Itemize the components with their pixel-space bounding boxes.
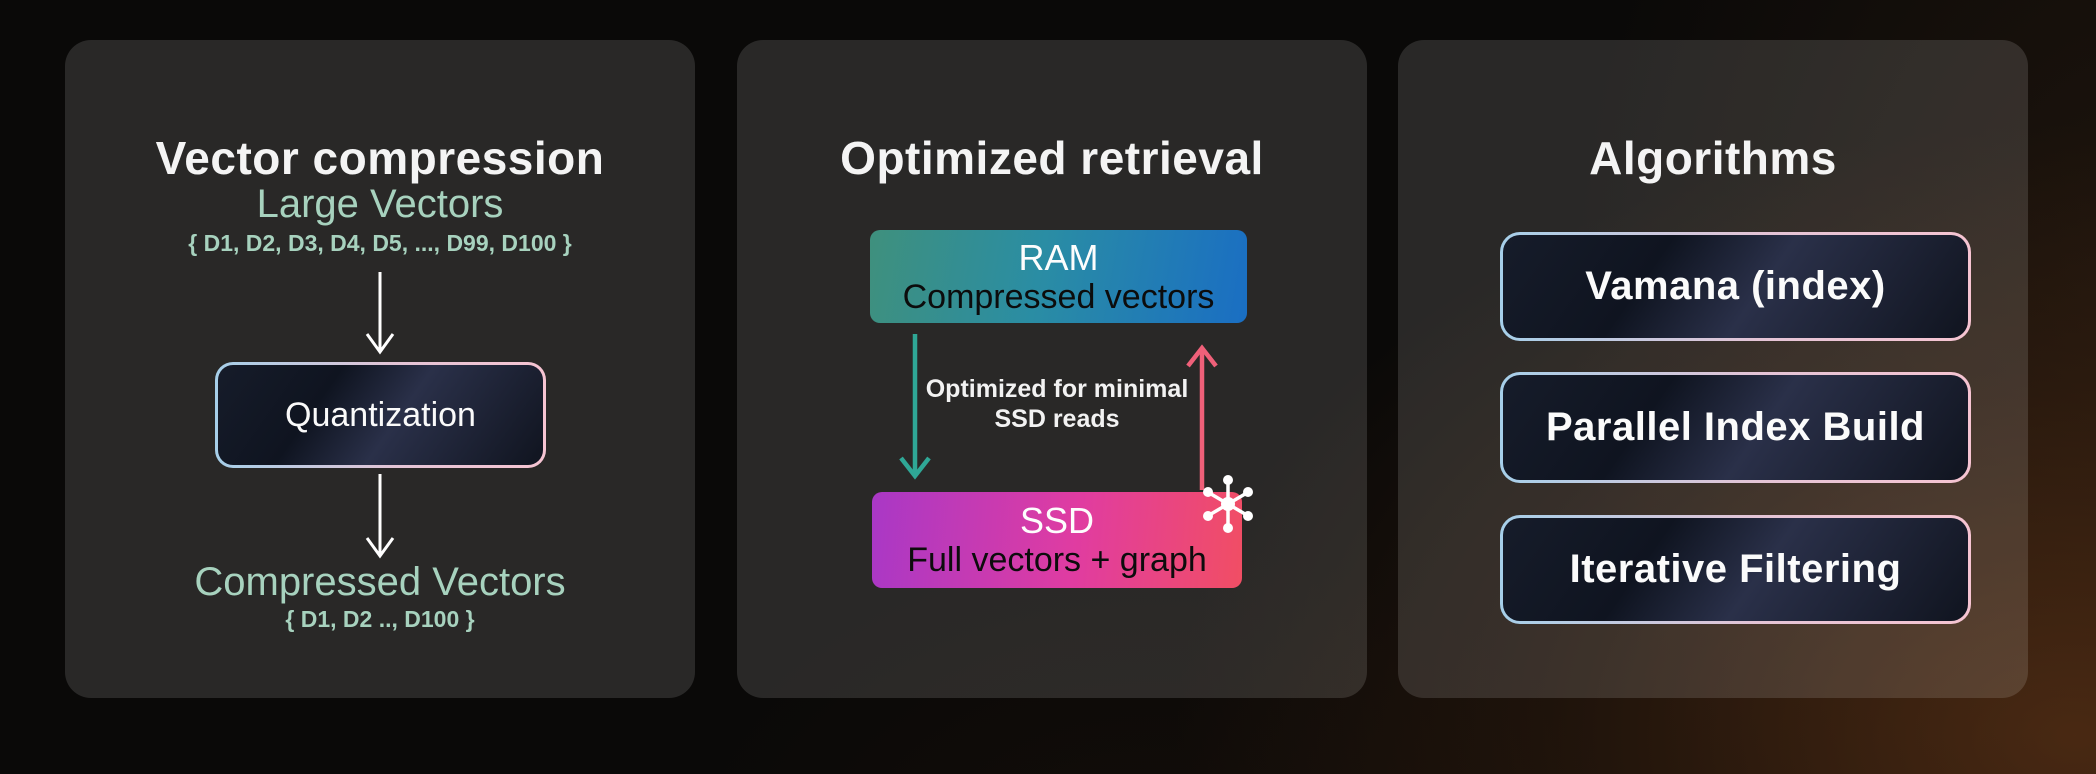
- algorithm-node-iterative-filtering: Iterative Filtering: [1500, 515, 1971, 624]
- panel-algorithms: Algorithms Vamana (index) Parallel Index…: [1398, 40, 2028, 698]
- compressed-vectors-detail: { D1, D2 .., D100 }: [285, 606, 475, 632]
- up-arrow-pink-icon: [1186, 344, 1218, 490]
- ram-subtitle: Compressed vectors: [902, 277, 1215, 316]
- ram-title: RAM: [1018, 236, 1099, 278]
- panel-optimized-retrieval: Optimized retrieval RAM Compressed vecto…: [737, 40, 1367, 698]
- flow-label-line2: SSD reads: [994, 405, 1120, 433]
- graph-node-icon: [1203, 475, 1253, 533]
- ram-node: RAM Compressed vectors: [870, 230, 1247, 323]
- large-vectors-detail: { D1, D2, D3, D4, D5, ..., D99, D100 }: [188, 230, 572, 256]
- algorithm-node-parallel-index-build: Parallel Index Build: [1500, 372, 1971, 483]
- algorithm-node-vamana: Vamana (index): [1500, 232, 1971, 341]
- panel-title-vector-compression: Vector compression: [155, 132, 605, 185]
- compressed-vectors-label: Compressed Vectors: [194, 560, 566, 604]
- large-vectors-label: Large Vectors: [256, 182, 504, 226]
- algorithm-label: Parallel Index Build: [1545, 405, 1925, 449]
- algorithm-label: Vamana (index): [1585, 264, 1886, 308]
- panel-title-optimized-retrieval: Optimized retrieval: [840, 132, 1264, 185]
- algorithm-label: Iterative Filtering: [1569, 547, 1902, 591]
- panel-title-algorithms: Algorithms: [1589, 132, 1837, 185]
- down-arrow-icon: [365, 272, 395, 355]
- flow-label-line1: Optimized for minimal: [925, 375, 1189, 403]
- panel-vector-compression: Vector compression Large Vectors { D1, D…: [65, 40, 695, 698]
- down-arrow-teal-icon: [899, 334, 931, 480]
- quantization-node: Quantization: [215, 362, 546, 468]
- quantization-label: Quantization: [285, 395, 476, 434]
- down-arrow-icon: [365, 474, 395, 559]
- ssd-subtitle: Full vectors + graph: [907, 541, 1207, 579]
- flow-label: Optimized for minimal SSD reads: [882, 374, 1232, 434]
- ssd-title: SSD: [1019, 500, 1095, 541]
- ssd-node: SSD Full vectors + graph: [872, 492, 1242, 588]
